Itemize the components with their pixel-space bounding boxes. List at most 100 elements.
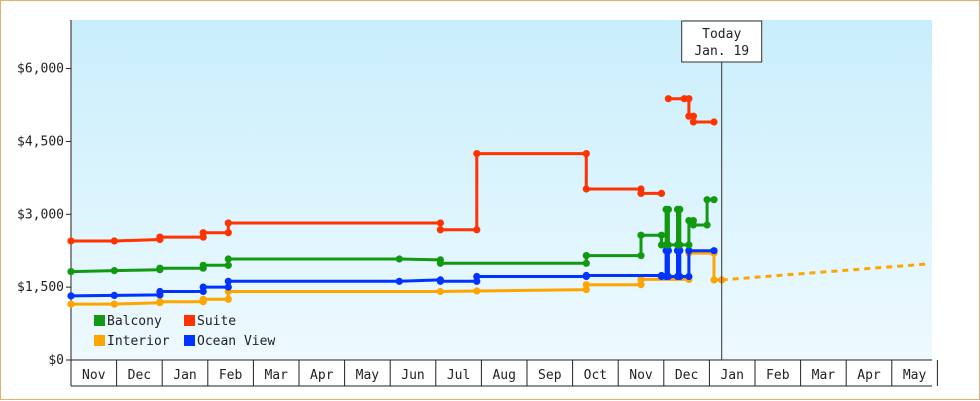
- x-tick-label: May: [356, 368, 380, 383]
- x-tick-label: Apr: [857, 368, 881, 383]
- series-point-balcony: [676, 205, 684, 213]
- today-box: [681, 20, 763, 63]
- today-date: Jan. 19: [694, 44, 749, 59]
- series-point-interior: [637, 281, 645, 289]
- today-label: Today: [702, 27, 741, 42]
- series-point-suite: [685, 95, 693, 103]
- y-tick-label: $0: [48, 353, 64, 368]
- x-tick-label: Mar: [264, 368, 288, 383]
- x-tick-label: Nov: [82, 368, 106, 383]
- series-point-ocean-view: [685, 247, 693, 255]
- series-point-balcony: [637, 231, 645, 239]
- legend-label-interior: Interior: [107, 334, 170, 349]
- series-point-balcony: [582, 252, 590, 260]
- series-point-interior: [582, 281, 590, 289]
- series-point-suite: [224, 229, 232, 237]
- plot-background: [71, 20, 932, 360]
- series-point-balcony: [710, 196, 718, 204]
- y-axis: $0 $1,500 $3,000 $4,500 $6,000: [17, 20, 72, 386]
- series-point-ocean-view: [676, 272, 684, 281]
- series-point-suite: [224, 219, 232, 227]
- x-tick-label: Dec: [675, 368, 698, 383]
- legend-label-ocean-view: Ocean View: [197, 334, 275, 349]
- series-point-ocean-view: [110, 291, 118, 299]
- series-point-balcony: [703, 221, 711, 229]
- y-tick-label: $1,500: [17, 280, 64, 295]
- series-point-suite: [689, 118, 698, 126]
- legend-swatch-balcony: [94, 315, 105, 326]
- series-projection-interior: [721, 262, 930, 282]
- series-point-balcony: [395, 255, 403, 263]
- series-point-interior: [710, 276, 718, 284]
- x-tick-label: Dec: [128, 368, 151, 383]
- series-point-balcony: [664, 205, 673, 213]
- legend-swatch-suite: [184, 315, 195, 326]
- legend: Balcony Suite Interior Ocean View: [94, 314, 275, 349]
- series-point-balcony: [689, 221, 698, 229]
- series-point-ocean-view: [473, 272, 481, 281]
- series-point-interior: [637, 275, 645, 283]
- series-point-balcony: [156, 264, 164, 272]
- series-point-suite: [199, 229, 207, 237]
- series-point-interior: [436, 287, 444, 296]
- y-tick-label: $4,500: [17, 134, 64, 149]
- series-point-interior: [473, 287, 481, 295]
- series-point-suite: [637, 189, 645, 197]
- x-tick-label: Nov: [629, 368, 653, 383]
- series-point-ocean-view: [224, 277, 232, 285]
- today-marker: Today Jan. 19: [681, 20, 763, 360]
- series-point-balcony: [67, 268, 75, 276]
- x-tick-label: Sep: [538, 368, 562, 383]
- series-point-interior: [199, 295, 207, 303]
- series-point-suite: [436, 219, 444, 227]
- series-point-suite: [110, 237, 118, 245]
- series-point-interior: [110, 300, 118, 308]
- series-point-balcony: [199, 261, 207, 269]
- series-point-ocean-view: [436, 277, 444, 285]
- x-tick-label: Aug: [492, 368, 515, 383]
- legend-label-suite: Suite: [197, 314, 236, 329]
- x-tick-label: Jan: [720, 368, 743, 383]
- series-point-suite: [689, 112, 698, 120]
- series-point-suite: [710, 118, 718, 126]
- series-point-ocean-view: [156, 287, 164, 296]
- series-point-suite: [67, 237, 75, 245]
- series-point-suite: [664, 95, 673, 103]
- legend-swatch-interior: [94, 335, 105, 346]
- series-point-suite: [473, 150, 481, 158]
- x-tick-label: Feb: [766, 368, 790, 383]
- series-point-balcony: [685, 241, 693, 249]
- series-point-balcony: [664, 241, 673, 249]
- x-tick-label: Feb: [219, 368, 243, 383]
- series-point-interior: [224, 295, 232, 303]
- series-point-suite: [657, 189, 666, 197]
- x-tick-label: Apr: [310, 368, 334, 383]
- legend-label-balcony: Balcony: [107, 314, 162, 329]
- series-layer: [67, 95, 930, 308]
- y-tick-label: $3,000: [17, 207, 64, 222]
- x-tick-label: Oct: [584, 368, 607, 383]
- series-point-balcony: [676, 241, 684, 249]
- series-point-balcony: [582, 259, 590, 267]
- series-point-balcony: [436, 259, 444, 267]
- series-point-balcony: [110, 267, 118, 275]
- x-axis: Nov Dec Jan Feb Mar Apr May Jun Jul Aug Sep Oct Nov D…: [70, 359, 938, 387]
- series-point-suite: [436, 226, 444, 234]
- series-point-balcony: [637, 252, 645, 260]
- series-point-ocean-view: [67, 292, 75, 300]
- series-point-suite: [156, 233, 164, 241]
- x-tick-label: Jan: [173, 368, 196, 383]
- series-point-balcony: [224, 261, 232, 269]
- x-tick-label: Jun: [401, 368, 424, 383]
- x-tick-label: Mar: [812, 368, 836, 383]
- series-point-balcony: [703, 196, 711, 204]
- series-point-suite: [582, 150, 590, 158]
- series-point-balcony: [657, 231, 666, 239]
- series-point-ocean-view: [664, 247, 673, 255]
- series-point-ocean-view: [224, 283, 232, 291]
- series-point-suite: [582, 185, 590, 193]
- y-tick-label: $6,000: [17, 62, 64, 77]
- x-tick-label: Jul: [447, 368, 470, 383]
- series-point-suite: [473, 226, 481, 234]
